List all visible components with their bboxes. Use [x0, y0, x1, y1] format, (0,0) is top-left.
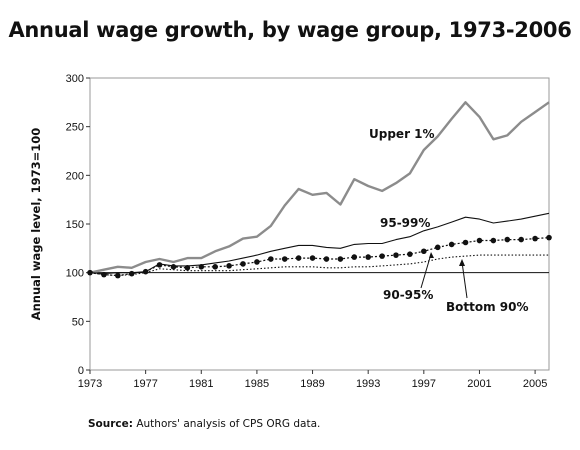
data-point-90-95 [115, 272, 121, 279]
leader-arrow-90-95 [429, 252, 434, 258]
data-point-90-95 [254, 259, 260, 265]
x-tick-label: 1989 [300, 378, 324, 390]
data-point-90-95 [448, 241, 455, 248]
data-point-90-95 [323, 256, 330, 262]
series-line-upper-1 [89, 101, 550, 274]
source-note: Source: Authors' analysis of CPS ORG dat… [88, 418, 320, 430]
x-tick-label: 1973 [78, 378, 102, 390]
y-tick-label: 50 [72, 316, 84, 328]
data-point-90-95 [532, 235, 538, 242]
x-tick-label: 1993 [356, 378, 380, 390]
data-point-90-95 [295, 255, 302, 261]
leader-line-bottom-90 [461, 261, 468, 299]
data-point-90-95 [490, 237, 497, 244]
x-tick-label: 1997 [412, 378, 436, 390]
data-point-90-95 [393, 252, 399, 258]
data-point-90-95 [365, 254, 371, 260]
data-point-90-95 [434, 244, 441, 251]
data-point-90-95 [462, 239, 469, 246]
x-tick-label: 1981 [189, 378, 213, 390]
x-tick-label: 1977 [133, 378, 157, 390]
leader-line-90-95 [420, 253, 432, 289]
data-point-90-95 [170, 264, 177, 270]
plot-frame [89, 77, 550, 371]
data-point-90-95 [337, 256, 344, 262]
y-tick-label: 250 [66, 122, 84, 134]
data-point-90-95 [407, 251, 413, 257]
x-tick-label: 2001 [467, 378, 491, 390]
chart-title: Annual wage growth, by wage group, 1973-… [8, 18, 572, 42]
y-axis-label: Annual wage level, 1973=100 [29, 128, 43, 321]
source-label: Source: [88, 418, 133, 430]
series-label-90-95: 90-95% [383, 288, 433, 302]
y-tick-label: 0 [78, 365, 84, 377]
series-line-95-99 [89, 212, 550, 275]
data-point-90-95 [212, 264, 218, 270]
y-tick-label: 100 [66, 268, 84, 280]
data-point-90-95 [379, 253, 385, 259]
y-tick-label: 200 [66, 170, 84, 182]
data-point-90-95 [226, 263, 232, 269]
data-point-90-95 [421, 248, 427, 255]
data-point-90-95 [240, 261, 246, 267]
series-label-95-99: 95-99% [380, 216, 430, 230]
leader-arrow-bottom-90 [459, 259, 465, 266]
x-tick-label: 1985 [245, 378, 269, 390]
data-point-90-95 [184, 265, 191, 271]
data-point-90-95 [504, 236, 511, 243]
data-point-90-95 [309, 255, 316, 261]
series-label-bottom-90: Bottom 90% [446, 300, 529, 314]
data-point-90-95 [268, 256, 274, 262]
data-point-90-95 [128, 270, 135, 277]
data-point-90-95 [198, 264, 205, 270]
data-point-90-95 [546, 234, 552, 241]
data-point-90-95 [281, 256, 288, 262]
data-point-90-95 [87, 269, 93, 276]
series-label-upper-1: Upper 1% [369, 127, 435, 141]
y-tick-label: 150 [66, 219, 84, 231]
data-point-90-95 [142, 268, 149, 275]
series-line-90-95 [89, 237, 550, 277]
y-tick-label: 300 [66, 73, 84, 85]
data-point-90-95 [156, 262, 163, 268]
series-line-bottom-90 [89, 254, 549, 277]
source-text: Authors' analysis of CPS ORG data. [136, 418, 321, 430]
data-point-90-95 [518, 236, 524, 243]
data-point-90-95 [476, 237, 483, 244]
data-point-90-95 [351, 254, 358, 260]
x-tick-label: 2005 [523, 378, 547, 390]
